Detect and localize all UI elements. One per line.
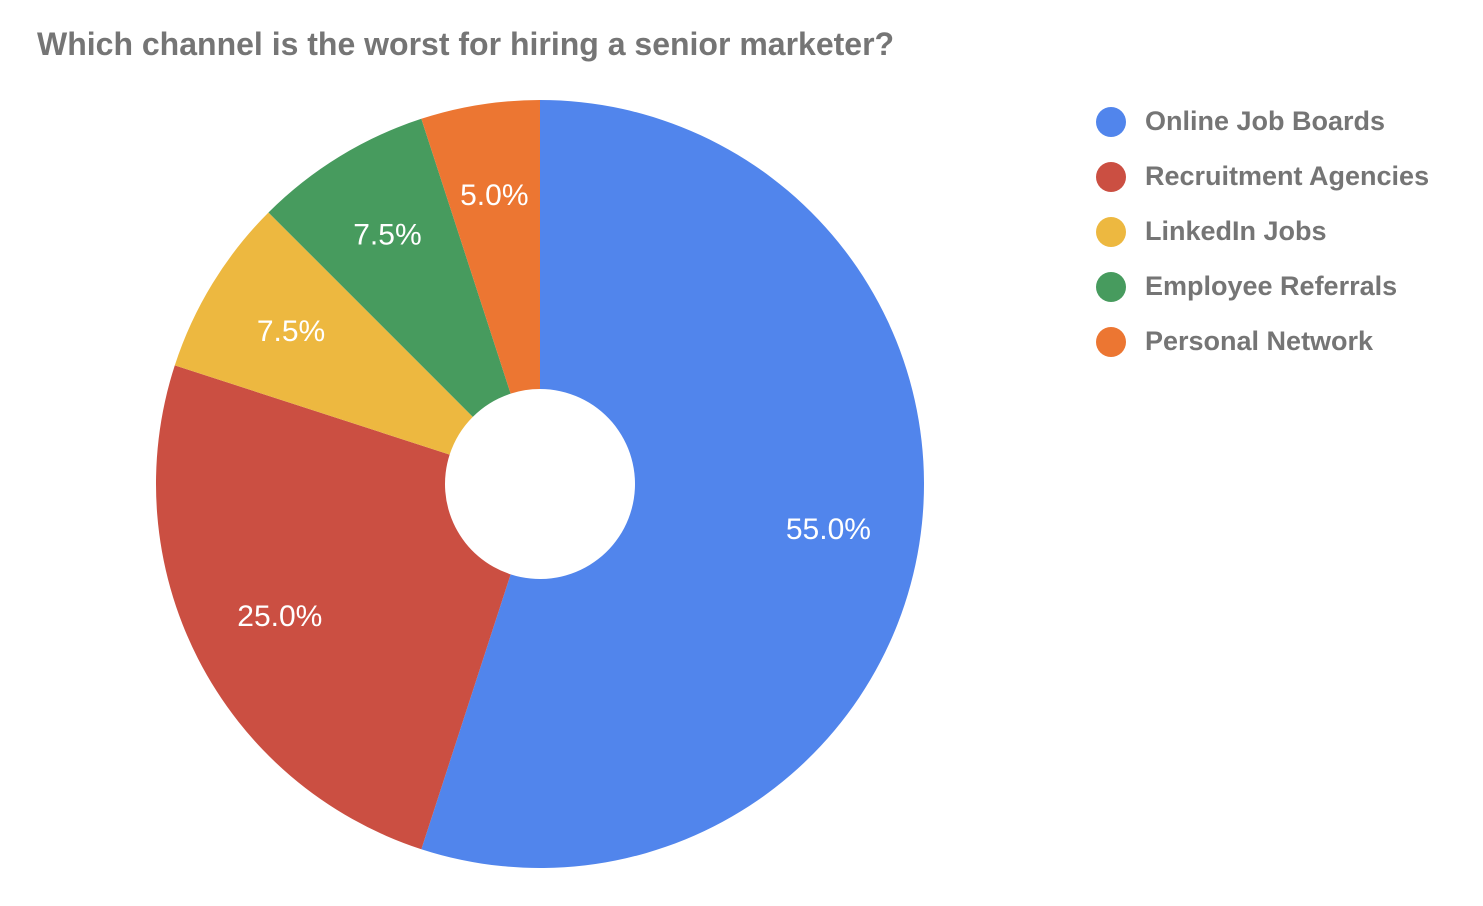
legend-label: LinkedIn Jobs — [1145, 216, 1327, 246]
slice-value-label: 55.0% — [786, 513, 871, 546]
legend-swatch — [1096, 326, 1126, 357]
legend-swatch — [1096, 106, 1126, 137]
legend-item: Employee Referrals — [1096, 259, 1429, 314]
legend-item: Recruitment Agencies — [1096, 149, 1429, 204]
pie-slices — [155, 100, 925, 869]
chart-legend: Online Job Boards Recruitment Agencies Lin… — [1096, 94, 1429, 369]
slice-online-job-boards — [421, 100, 925, 869]
legend-label: Recruitment Agencies — [1145, 161, 1430, 191]
slice-recruitment-agencies — [155, 365, 511, 850]
chart-title: Which channel is the worst for hiring a … — [37, 26, 895, 62]
slice-value-label: 7.5% — [353, 219, 421, 252]
legend-item: Personal Network — [1096, 314, 1429, 369]
slice-value-label: 7.5% — [257, 315, 325, 348]
pie-value-labels: 55.0% 25.0% 7.5% 7.5% 5.0% — [237, 179, 871, 633]
legend-label: Online Job Boards — [1145, 106, 1386, 136]
legend-label: Personal Network — [1145, 326, 1374, 356]
slice-value-label: 25.0% — [237, 600, 322, 633]
slice-personal-network — [421, 100, 540, 394]
legend-item: LinkedIn Jobs — [1096, 204, 1429, 259]
legend-item: Online Job Boards — [1096, 94, 1429, 149]
legend-label: Employee Referrals — [1145, 271, 1398, 301]
slice-value-label: 5.0% — [460, 179, 528, 212]
slice-linkedin-jobs — [174, 212, 473, 455]
slice-employee-referrals — [268, 118, 511, 417]
legend-swatch — [1096, 271, 1126, 302]
legend-swatch — [1096, 161, 1126, 192]
legend-swatch — [1096, 216, 1126, 247]
